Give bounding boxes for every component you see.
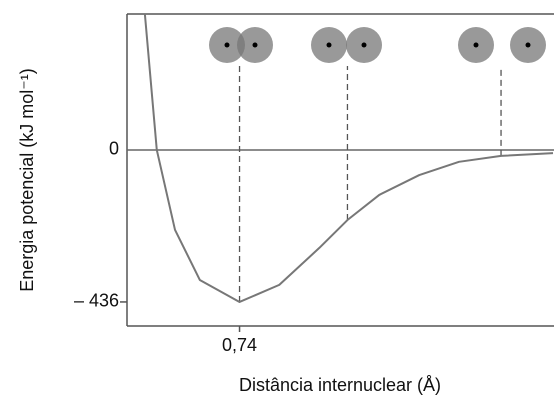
atoms [209,27,546,63]
x-axis-title: Distância internuclear (Å) [239,375,441,395]
x-tick-label: 0,74 [222,335,257,355]
nucleus [525,42,531,48]
nucleus [361,42,367,48]
nuclei [224,42,531,48]
energy-curve [143,13,554,303]
y-tick-label: 0 [109,139,119,159]
nucleus [224,42,230,48]
y-tick-label: – 436 [74,291,119,311]
nucleus [473,42,479,48]
nucleus [326,42,332,48]
y-axis-title: Energia potencial (kJ mol⁻¹) [17,68,37,292]
nucleus [252,42,258,48]
